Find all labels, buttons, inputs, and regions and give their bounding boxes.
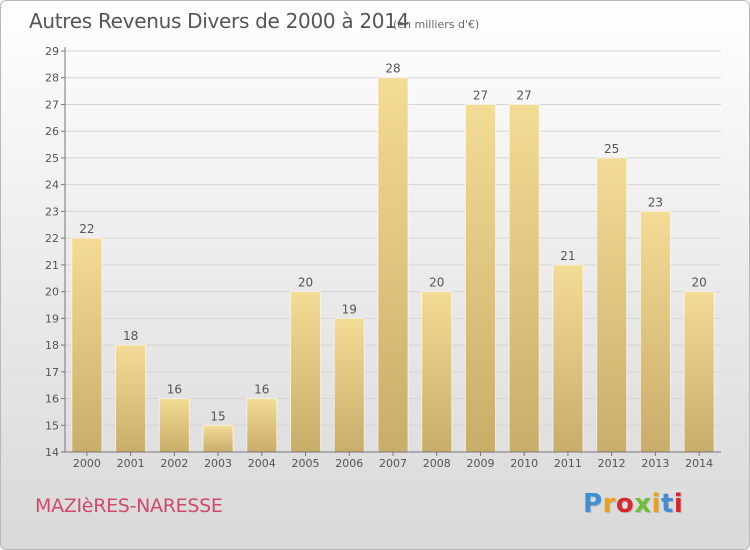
- x-tick-label: 2009: [466, 457, 494, 470]
- y-tick-label: 24: [45, 179, 59, 192]
- bar: [421, 291, 453, 453]
- proxiti-logo: Proxiti: [583, 489, 683, 519]
- x-tick-label: 2001: [117, 457, 145, 470]
- bar-value-label: 27: [517, 88, 532, 102]
- commune-name: MAZIèRES-NARESSE: [35, 495, 223, 517]
- logo-letter: t: [660, 489, 674, 519]
- bar-value-label: 21: [560, 249, 575, 263]
- chart-title: Autres Revenus Divers de 2000 à 2014: [29, 9, 410, 33]
- bar-value-label: 20: [429, 276, 444, 290]
- bar: [202, 424, 234, 453]
- y-tick-label: 20: [45, 286, 59, 299]
- bars: [71, 77, 715, 453]
- y-tick-label: 22: [45, 232, 59, 245]
- x-tick-label: 2003: [204, 457, 232, 470]
- y-tick-label: 21: [45, 259, 59, 272]
- bar: [246, 398, 278, 453]
- bar-value-label: 23: [648, 195, 663, 209]
- x-tick-label: 2014: [685, 457, 713, 470]
- y-tick-label: 23: [45, 205, 59, 218]
- bar-value-label: 20: [298, 276, 313, 290]
- bar-value-label: 20: [691, 276, 706, 290]
- bar: [508, 103, 540, 453]
- y-tick-label: 18: [45, 339, 59, 352]
- y-tick-label: 25: [45, 152, 59, 165]
- y-tick-label: 17: [45, 366, 59, 379]
- x-tick-label: 2005: [292, 457, 320, 470]
- bar: [158, 398, 190, 453]
- bar-value-label: 16: [167, 383, 182, 397]
- x-tick-label: 2007: [379, 457, 407, 470]
- y-tick-label: 16: [45, 393, 59, 406]
- bar: [596, 157, 628, 453]
- logo-letter: i: [651, 489, 661, 519]
- bar-value-label: 28: [385, 62, 400, 76]
- logo-letter: o: [615, 489, 635, 519]
- logo-letter: x: [634, 489, 652, 519]
- y-tick-label: 27: [45, 98, 59, 111]
- bar: [290, 291, 322, 453]
- chart-subtitle: (en milliers d'€): [393, 18, 480, 31]
- y-tick-label: 28: [45, 72, 59, 85]
- x-tick-label: 2006: [335, 457, 363, 470]
- x-tick-label: 2008: [423, 457, 451, 470]
- y-tick-label: 19: [45, 312, 59, 325]
- bar: [333, 317, 365, 453]
- bar-value-label: 18: [123, 329, 138, 343]
- bar-value-label: 16: [254, 383, 269, 397]
- bar: [71, 237, 103, 453]
- bar-value-label: 27: [473, 88, 488, 102]
- bar-value-label: 22: [79, 222, 94, 236]
- bar-value-label: 15: [210, 409, 225, 423]
- x-tick-label: 2002: [160, 457, 188, 470]
- logo-letter: P: [583, 489, 603, 519]
- logo-letter: i: [673, 489, 684, 519]
- bar: [639, 210, 671, 453]
- bar-value-label: 19: [342, 302, 357, 316]
- x-tick-label: 2010: [510, 457, 538, 470]
- bar-value-label: 25: [604, 142, 619, 156]
- bar: [552, 264, 584, 453]
- y-tick-label: 14: [45, 446, 59, 459]
- x-tick-label: 2004: [248, 457, 276, 470]
- y-tick-label: 26: [45, 125, 59, 138]
- bar: [683, 291, 715, 453]
- x-tick-label: 2012: [598, 457, 626, 470]
- x-tick-label: 2011: [554, 457, 582, 470]
- logo-letter: r: [602, 489, 616, 519]
- y-tick-label: 15: [45, 419, 59, 432]
- bar: [377, 77, 409, 453]
- x-tick-label: 2013: [641, 457, 669, 470]
- axes: [61, 47, 721, 456]
- tick-labels: 14 15 16 17 18 19 20 21 22 23 24 25 26 27 28 29 22 2000 18…: [45, 45, 713, 470]
- y-tick-label: 29: [45, 45, 59, 58]
- bar: [115, 344, 147, 453]
- bar: [464, 103, 496, 453]
- x-tick-label: 2000: [73, 457, 101, 470]
